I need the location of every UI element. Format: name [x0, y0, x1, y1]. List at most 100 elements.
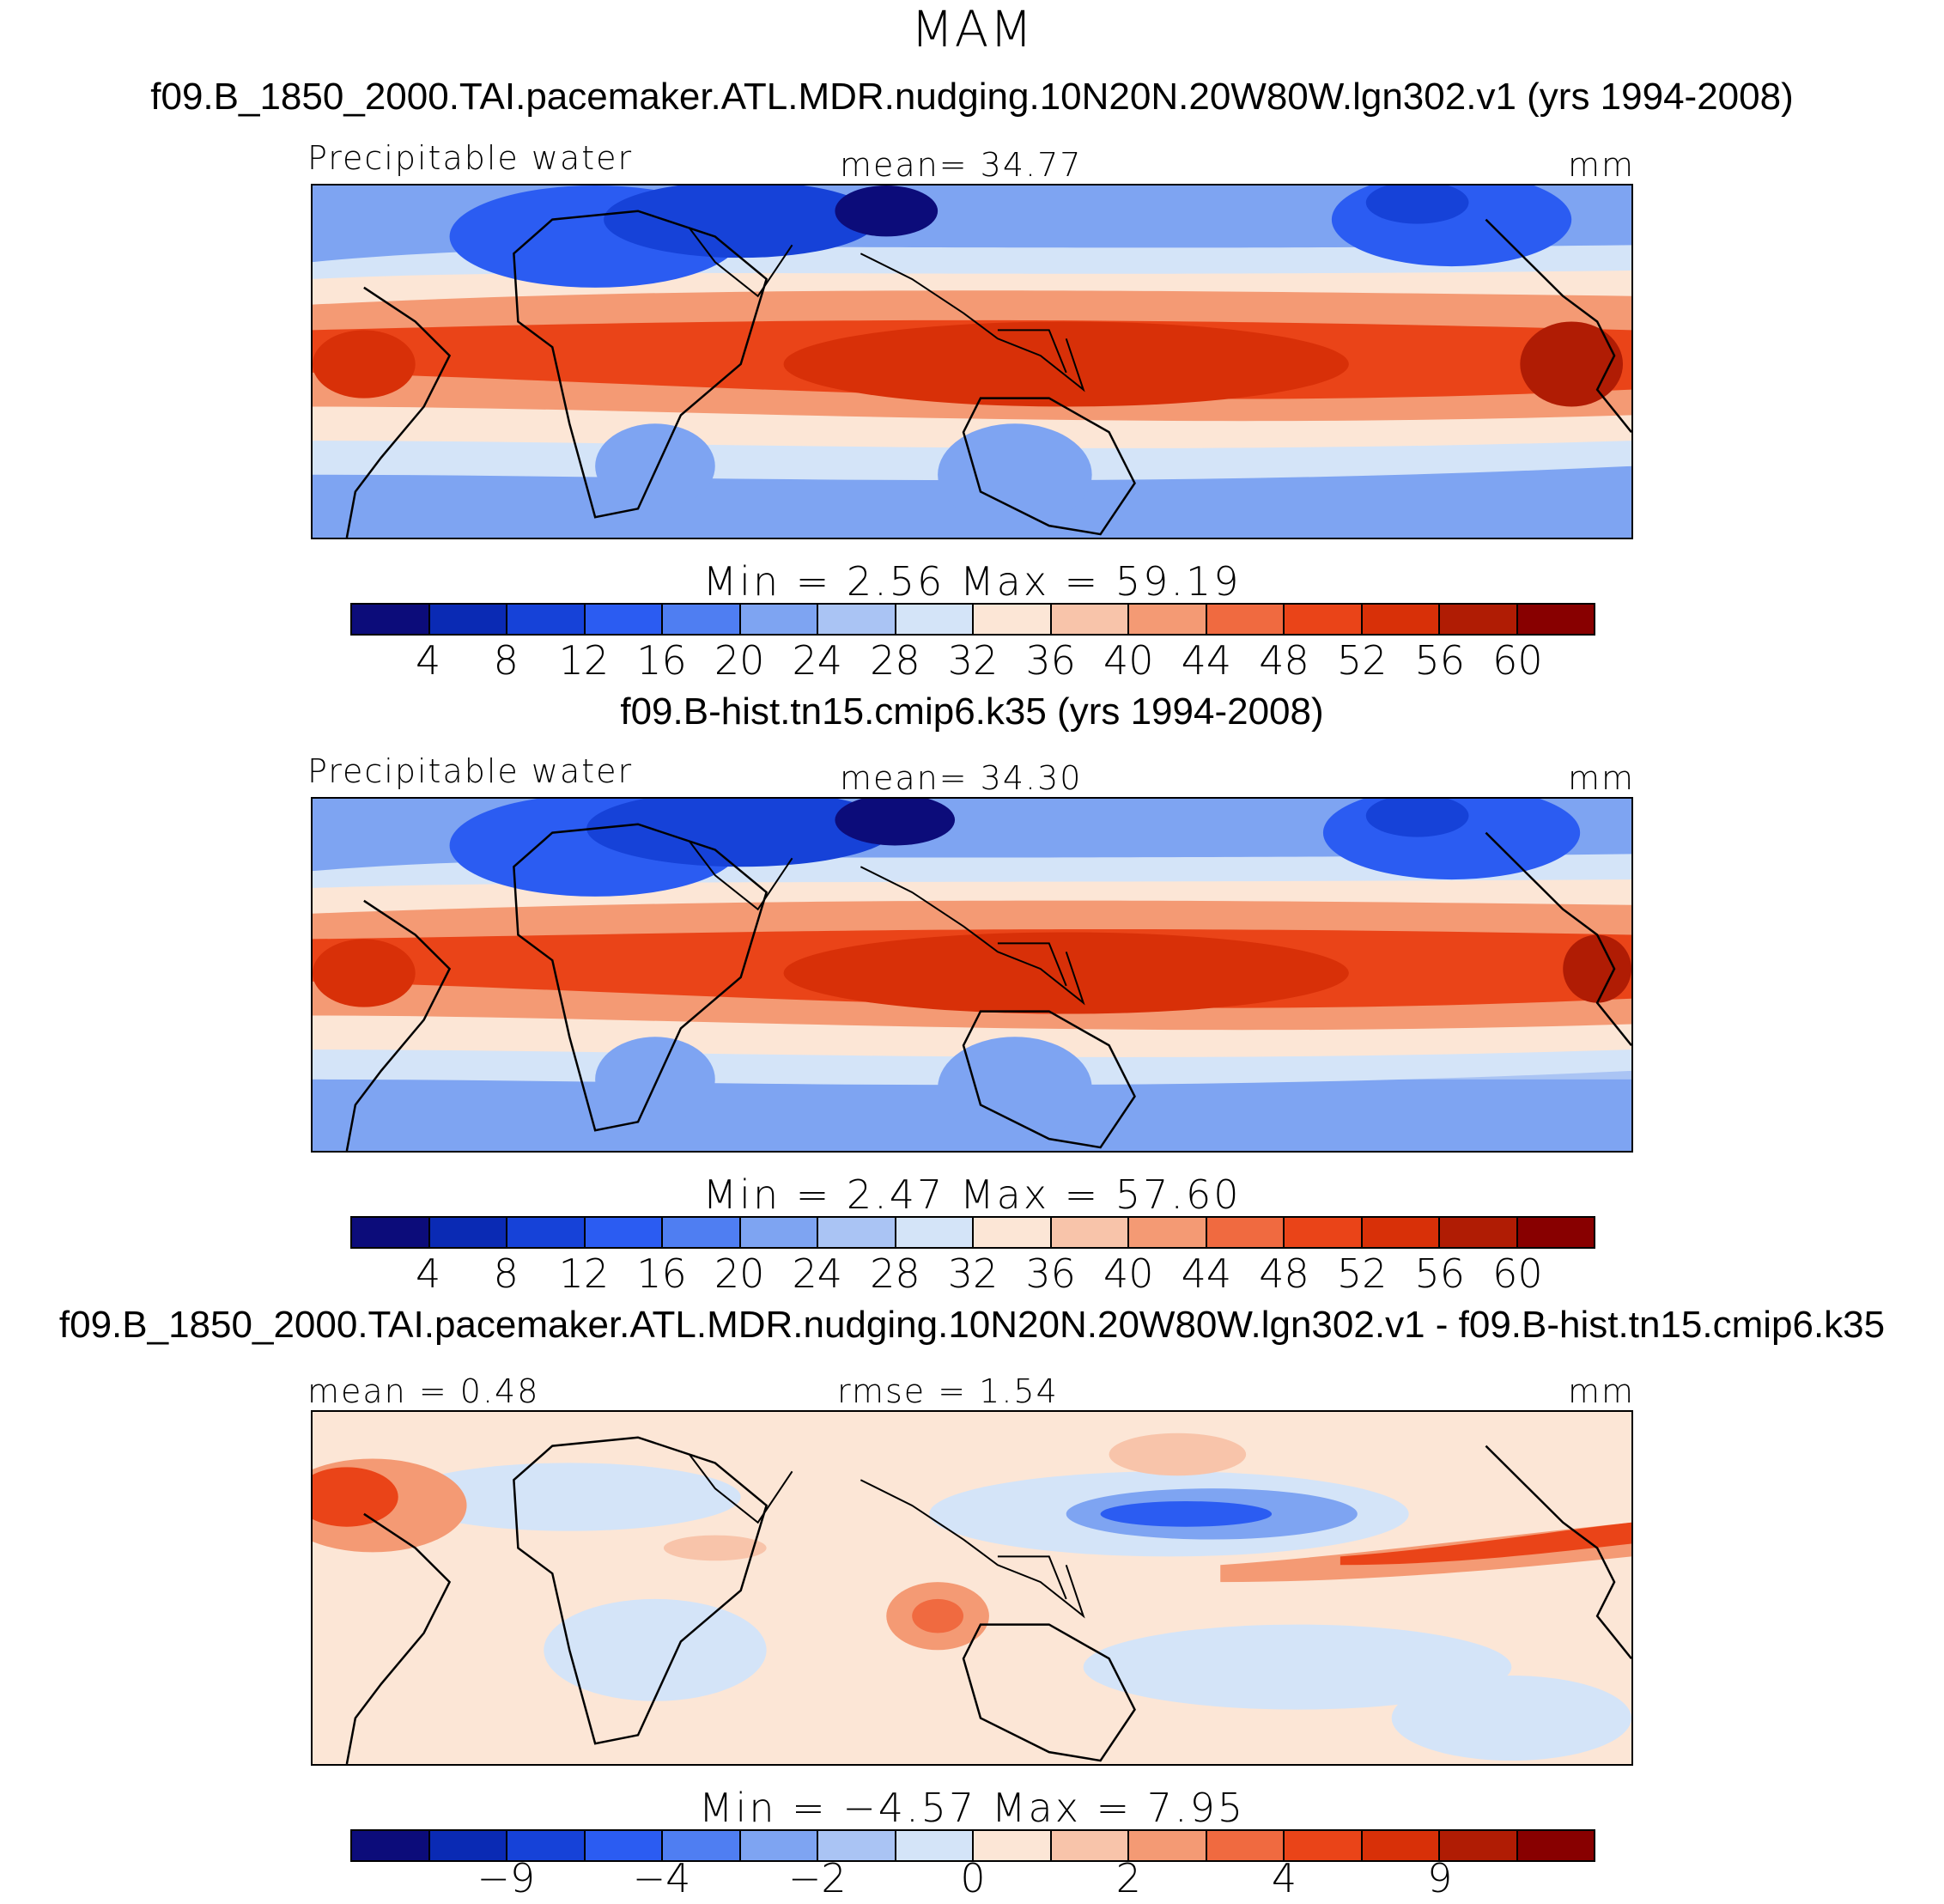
colorbar-swatch	[740, 1218, 818, 1247]
panel1-units-label: mm	[1568, 146, 1636, 184]
colorbar-tick: 28	[870, 1250, 920, 1297]
colorbar-tick: 4	[415, 1250, 441, 1297]
colorbar-swatch	[429, 1218, 507, 1247]
colorbar-swatch	[1362, 605, 1440, 634]
colorbar-swatch	[1285, 1831, 1363, 1860]
colorbar-swatch	[1517, 1831, 1594, 1860]
colorbar-tick: 40	[1103, 637, 1154, 684]
colorbar-swatch	[429, 1831, 507, 1860]
colorbar-swatch	[1051, 1218, 1129, 1247]
colorbar-tick: 56	[1414, 637, 1466, 684]
colorbar-swatch	[1129, 1218, 1207, 1247]
colorbar-swatch	[1051, 1831, 1129, 1860]
panel1-map	[311, 184, 1633, 539]
colorbar-tick: 52	[1336, 1250, 1388, 1297]
colorbar-tick: 48	[1259, 1250, 1309, 1297]
colorbar-tick: 56	[1414, 1250, 1466, 1297]
colorbar-tick: 0	[960, 1855, 986, 1901]
colorbar-swatch	[1051, 605, 1129, 634]
colorbar-swatch	[1517, 1218, 1594, 1247]
colorbar-tick: 20	[714, 637, 765, 684]
panel2-map	[311, 797, 1633, 1153]
colorbar-swatch	[818, 1218, 896, 1247]
panel3-rmse-label: rmse = 1.54	[837, 1372, 1059, 1410]
panel3-colorbar	[350, 1829, 1595, 1862]
colorbar-tick: 32	[947, 1250, 999, 1297]
colorbar-tick: 48	[1259, 637, 1309, 684]
colorbar-swatch	[585, 1831, 663, 1860]
colorbar-tick: −2	[787, 1855, 847, 1901]
colorbar-swatch	[818, 1831, 896, 1860]
colorbar-swatch	[1285, 605, 1363, 634]
panel3-minmax: Min = −4.57 Max = 7.95	[698, 1785, 1246, 1831]
colorbar-tick: 40	[1103, 1250, 1154, 1297]
colorbar-swatch	[896, 1218, 974, 1247]
colorbar-swatch	[974, 1831, 1052, 1860]
colorbar-swatch	[663, 605, 741, 634]
colorbar-tick: 12	[558, 637, 610, 684]
season-title: MAM	[910, 0, 1034, 58]
colorbar-tick: 9	[1427, 1855, 1453, 1901]
colorbar-tick: 28	[870, 637, 920, 684]
colorbar-swatch	[1440, 605, 1518, 634]
colorbar-tick: 16	[636, 637, 687, 684]
colorbar-swatch	[1362, 1831, 1440, 1860]
colorbar-swatch	[1206, 1218, 1285, 1247]
colorbar-swatch	[663, 1218, 741, 1247]
colorbar-swatch	[585, 1218, 663, 1247]
colorbar-swatch	[1285, 1218, 1363, 1247]
colorbar-swatch	[1362, 1218, 1440, 1247]
colorbar-swatch	[1517, 605, 1594, 634]
panel3-units-label: mm	[1568, 1372, 1636, 1410]
colorbar-swatch	[740, 605, 818, 634]
colorbar-swatch	[507, 605, 586, 634]
panel1-minmax: Min = 2.56 Max = 59.19	[702, 558, 1242, 605]
colorbar-swatch	[818, 605, 896, 634]
colorbar-swatch	[1440, 1218, 1518, 1247]
colorbar-tick: 60	[1492, 1250, 1543, 1297]
panel1-ticks: 4 8 12 16 20 24 28 32 36 40 44 48 52 56 …	[350, 637, 1595, 684]
panel3-map	[311, 1410, 1633, 1766]
colorbar-tick: 16	[636, 1250, 687, 1297]
colorbar-swatch	[585, 605, 663, 634]
colorbar-tick: 52	[1336, 637, 1388, 684]
colorbar-tick: 8	[493, 637, 519, 684]
panel1-colorbar	[350, 603, 1595, 636]
colorbar-tick: 32	[947, 637, 999, 684]
colorbar-tick: 20	[714, 1250, 765, 1297]
colorbar-swatch	[1129, 1831, 1207, 1860]
panel2-title: f09.B-hist.tn15.cmip6.k35 (yrs 1994-2008…	[620, 690, 1324, 733]
colorbar-swatch	[1206, 605, 1285, 634]
colorbar-tick: 36	[1025, 637, 1076, 684]
colorbar-swatch	[896, 605, 974, 634]
panel3-ticks: −9 −4 −2 0 2 4 9	[350, 1855, 1595, 1901]
panel2-variable-label: Precipitable water	[307, 752, 634, 790]
colorbar-tick: 4	[1271, 1855, 1297, 1901]
panel2-units-label: mm	[1568, 759, 1636, 797]
colorbar-tick: 60	[1492, 637, 1543, 684]
colorbar-swatch	[974, 1218, 1052, 1247]
colorbar-tick: 24	[792, 637, 843, 684]
colorbar-tick: 12	[558, 1250, 610, 1297]
colorbar-tick: 4	[415, 637, 441, 684]
panel2-colorbar	[350, 1216, 1595, 1249]
colorbar-swatch	[507, 1831, 586, 1860]
colorbar-swatch	[429, 605, 507, 634]
colorbar-swatch	[1206, 1831, 1285, 1860]
panel3-title: f09.B_1850_2000.TAI.pacemaker.ATL.MDR.nu…	[58, 1304, 1886, 1346]
colorbar-tick: 44	[1181, 637, 1232, 684]
colorbar-tick: −4	[632, 1855, 691, 1901]
colorbar-swatch	[1440, 1831, 1518, 1860]
colorbar-swatch	[896, 1831, 974, 1860]
panel1-variable-label: Precipitable water	[307, 139, 634, 177]
panel2-mean-label: mean= 34.30	[840, 759, 1083, 797]
panel2-ticks: 4 8 12 16 20 24 28 32 36 40 44 48 52 56 …	[350, 1250, 1595, 1297]
colorbar-tick: 8	[493, 1250, 519, 1297]
colorbar-swatch	[974, 605, 1052, 634]
colorbar-tick: 44	[1181, 1250, 1232, 1297]
colorbar-tick: −9	[477, 1855, 536, 1901]
colorbar-swatch	[507, 1218, 586, 1247]
colorbar-swatch	[352, 605, 430, 634]
panel1-title: f09.B_1850_2000.TAI.pacemaker.ATL.MDR.nu…	[150, 76, 1794, 118]
colorbar-swatch	[352, 1831, 430, 1860]
